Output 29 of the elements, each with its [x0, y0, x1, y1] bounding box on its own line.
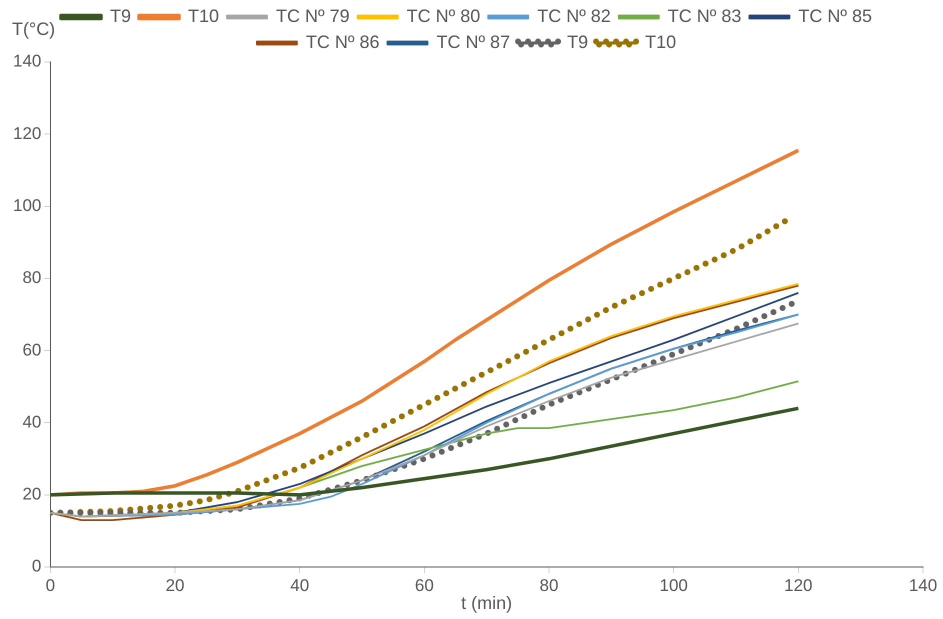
x-tick-label: 0	[46, 576, 56, 595]
x-axis-title: t (min)	[461, 593, 512, 614]
legend-label: TC Nº 82	[537, 6, 611, 26]
x-tick-label: 60	[414, 576, 434, 595]
y-tick-label: 40	[22, 412, 42, 432]
legend-label: TC Nº 85	[798, 6, 872, 26]
y-tick-label: 20	[22, 484, 42, 504]
y-tick-label: 60	[22, 340, 42, 360]
y-tick-label: 80	[22, 268, 42, 288]
x-tick-label: 80	[540, 576, 558, 595]
x-tick-label: 20	[166, 576, 184, 595]
legend-label: TC Nº 86	[306, 32, 380, 52]
x-tick-label: 140	[908, 576, 938, 595]
y-axis-title: T(°C)	[12, 18, 56, 39]
y-tick-label: 0	[32, 556, 42, 576]
x-tick-label: 120	[784, 576, 813, 595]
x-tick-label: 40	[290, 576, 310, 595]
legend-label: TC Nº 80	[406, 6, 480, 26]
legend-label: T9	[110, 6, 132, 26]
legend-label: TC Nº 87	[436, 32, 510, 52]
legend-label: T10	[645, 32, 676, 52]
y-tick-label: 140	[12, 52, 42, 71]
y-tick-label: 100	[12, 196, 42, 215]
legend-label: T10	[188, 6, 220, 26]
legend-label: T9	[567, 32, 588, 52]
y-tick-label: 120	[12, 124, 42, 143]
legend-label: TC Nº 79	[276, 6, 350, 26]
legend-label: TC Nº 83	[668, 6, 742, 26]
x-tick-label: 100	[659, 576, 688, 595]
